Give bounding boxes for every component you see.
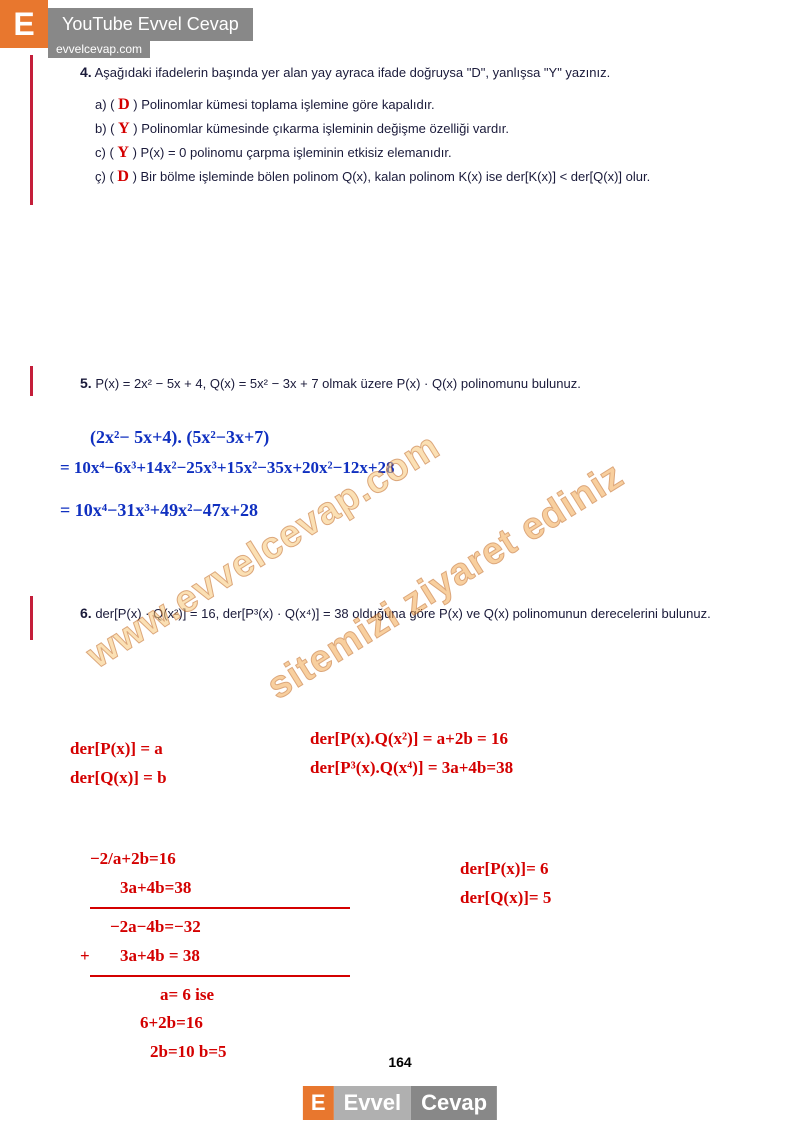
q6-eq1: der[P(x).Q(x²)] = a+2b = 16 <box>310 725 513 754</box>
q6-step5: a= 6 ise <box>160 981 350 1010</box>
q5-work-1: (2x²− 5x+4). (5x²−3x+7) <box>90 421 770 453</box>
q4-a-text: Polinomlar kümesi toplama işlemine göre … <box>141 97 434 112</box>
q6-result-p: der[P(x)]= 6 <box>460 855 551 884</box>
divider-1 <box>90 907 350 909</box>
accent-bar <box>30 596 33 640</box>
q5-work-2: = 10x⁴−6x³+14x²−25x³+15x²−35x+20x²−12x+2… <box>60 453 770 484</box>
q6-prompt: der[P(x) · Q(x²)] = 16, der[P³(x) · Q(x⁴… <box>95 606 710 621</box>
q4-opt-d: ç) ( D ) Bir bölme işleminde bölen polin… <box>95 168 770 186</box>
q6-step6: 6+2b=16 <box>140 1009 350 1038</box>
footer-evvel: Evvel <box>334 1086 412 1120</box>
q6-left-defs: der[P(x)] = a der[Q(x)] = b <box>70 735 167 793</box>
youtube-label: YouTube Evvel Cevap <box>48 8 253 41</box>
logo-icon: E <box>0 0 48 48</box>
q4-d-text: Bir bölme işleminde bölen polinom Q(x), … <box>141 169 651 184</box>
question-6: 6. der[P(x) · Q(x²)] = 16, der[P³(x) · Q… <box>30 596 770 631</box>
q4-opt-c: c) ( Y ) P(x) = 0 polinomu çarpma işlemi… <box>95 144 770 162</box>
question-5: 5. P(x) = 2x² − 5x + 4, Q(x) = 5x² − 3x … <box>30 366 770 526</box>
q4-number: 4. <box>80 64 92 80</box>
q5-work-3: = 10x⁴−31x³+49x²−47x+28 <box>60 494 770 526</box>
q4-a-answer: D <box>118 96 130 113</box>
q4-d-answer: D <box>117 168 129 185</box>
q5-prompt: P(x) = 2x² − 5x + 4, Q(x) = 5x² − 3x + 7… <box>95 376 581 391</box>
page-number: 164 <box>388 1054 411 1070</box>
q6-step2: 3a+4b=38 <box>120 874 350 903</box>
q6-solving: −2/a+2b=16 3a+4b=38 −2a−4b=−32 +3a+4b = … <box>90 845 350 1067</box>
q6-step7: 2b=10 b=5 <box>150 1038 350 1067</box>
q6-step1: −2/a+2b=16 <box>90 845 350 874</box>
q6-number: 6. <box>80 605 92 621</box>
divider-2 <box>90 975 350 977</box>
footer-cevap: Cevap <box>411 1086 497 1120</box>
footer-e-icon: E <box>303 1086 334 1120</box>
question-4: 4. Aşağıdaki ifadelerin başında yer alan… <box>30 55 770 186</box>
footer-logo: E Evvel Cevap <box>303 1086 497 1120</box>
accent-bar <box>30 55 33 205</box>
q4-opt-b: b) ( Y ) Polinomlar kümesinde çıkarma iş… <box>95 120 770 138</box>
q4-b-text: Polinomlar kümesinde çıkarma işleminin d… <box>141 121 509 136</box>
q6-right-eqs: der[P(x).Q(x²)] = a+2b = 16 der[P³(x).Q(… <box>310 725 513 783</box>
q6-results: der[P(x)]= 6 der[Q(x)]= 5 <box>460 855 551 913</box>
q6-step3: −2a−4b=−32 <box>110 913 350 942</box>
q6-eq2: der[P³(x).Q(x⁴)] = 3a+4b=38 <box>310 754 513 783</box>
q6-def-a: der[P(x)] = a <box>70 735 167 764</box>
q4-prompt: Aşağıdaki ifadelerin başında yer alan ya… <box>95 65 611 80</box>
q6-step4: +3a+4b = 38 <box>120 942 350 971</box>
q5-number: 5. <box>80 375 92 391</box>
q6-def-b: der[Q(x)] = b <box>70 764 167 793</box>
accent-bar <box>30 366 33 396</box>
q4-c-answer: Y <box>117 144 129 161</box>
q6-result-q: der[Q(x)]= 5 <box>460 884 551 913</box>
q4-c-text: P(x) = 0 polinomu çarpma işleminin etkis… <box>141 145 452 160</box>
q4-opt-a: a) ( D ) Polinomlar kümesi toplama işlem… <box>95 96 770 114</box>
q4-b-answer: Y <box>118 120 130 137</box>
page-content: 4. Aşağıdaki ifadelerin başında yer alan… <box>30 55 770 1105</box>
